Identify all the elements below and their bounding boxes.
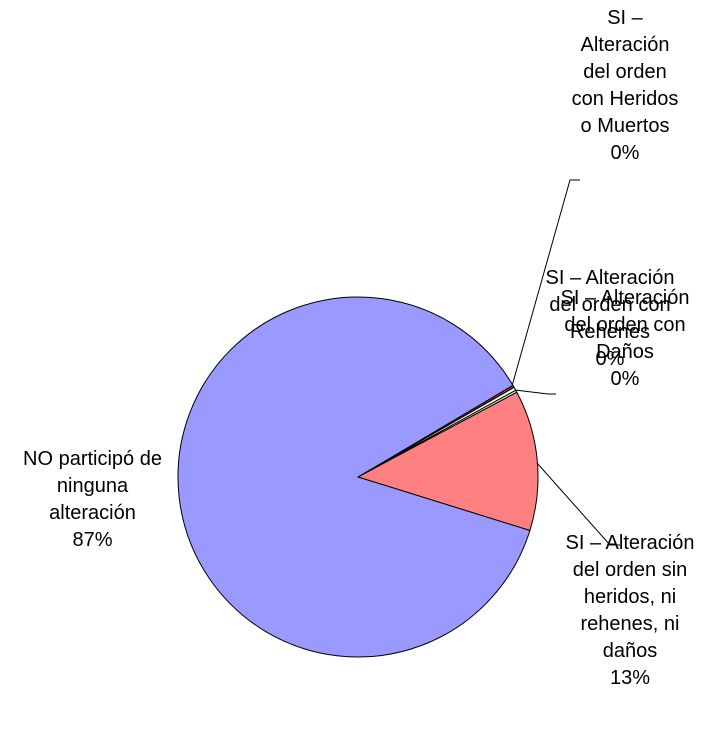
slice-label: SI – Alteración del orden con Heridos o …	[565, 5, 685, 167]
category-label: SI – Alteración del orden con Daños	[560, 287, 690, 363]
value-label: 87%	[72, 529, 113, 551]
value-label: 0%	[610, 142, 640, 164]
slice-label: NO participó de ninguna alteración 87%	[20, 446, 165, 554]
leader-line	[514, 389, 556, 395]
leader-line	[536, 462, 620, 546]
category-label: SI – Alteración del orden sin heridos, n…	[565, 532, 695, 662]
slice-label: SI – Alteración del orden sin heridos, n…	[560, 530, 700, 692]
category-label: SI – Alteración del orden con Heridos o …	[571, 7, 679, 137]
value-label: 0%	[610, 368, 640, 390]
category-label: NO participó de ninguna alteración	[23, 448, 162, 524]
pie-slice	[177, 296, 531, 658]
value-label: 0%	[595, 348, 625, 370]
pie-slice	[356, 391, 539, 532]
slice-label: SI – Alteración del orden con Rehenes 0%	[545, 265, 675, 373]
value-label: 13%	[609, 667, 651, 689]
category-label: SI – Alteración del orden con Rehenes	[545, 267, 675, 343]
slice-label: SI – Alteración del orden con Daños 0%	[560, 285, 690, 393]
leader-line	[511, 179, 580, 387]
